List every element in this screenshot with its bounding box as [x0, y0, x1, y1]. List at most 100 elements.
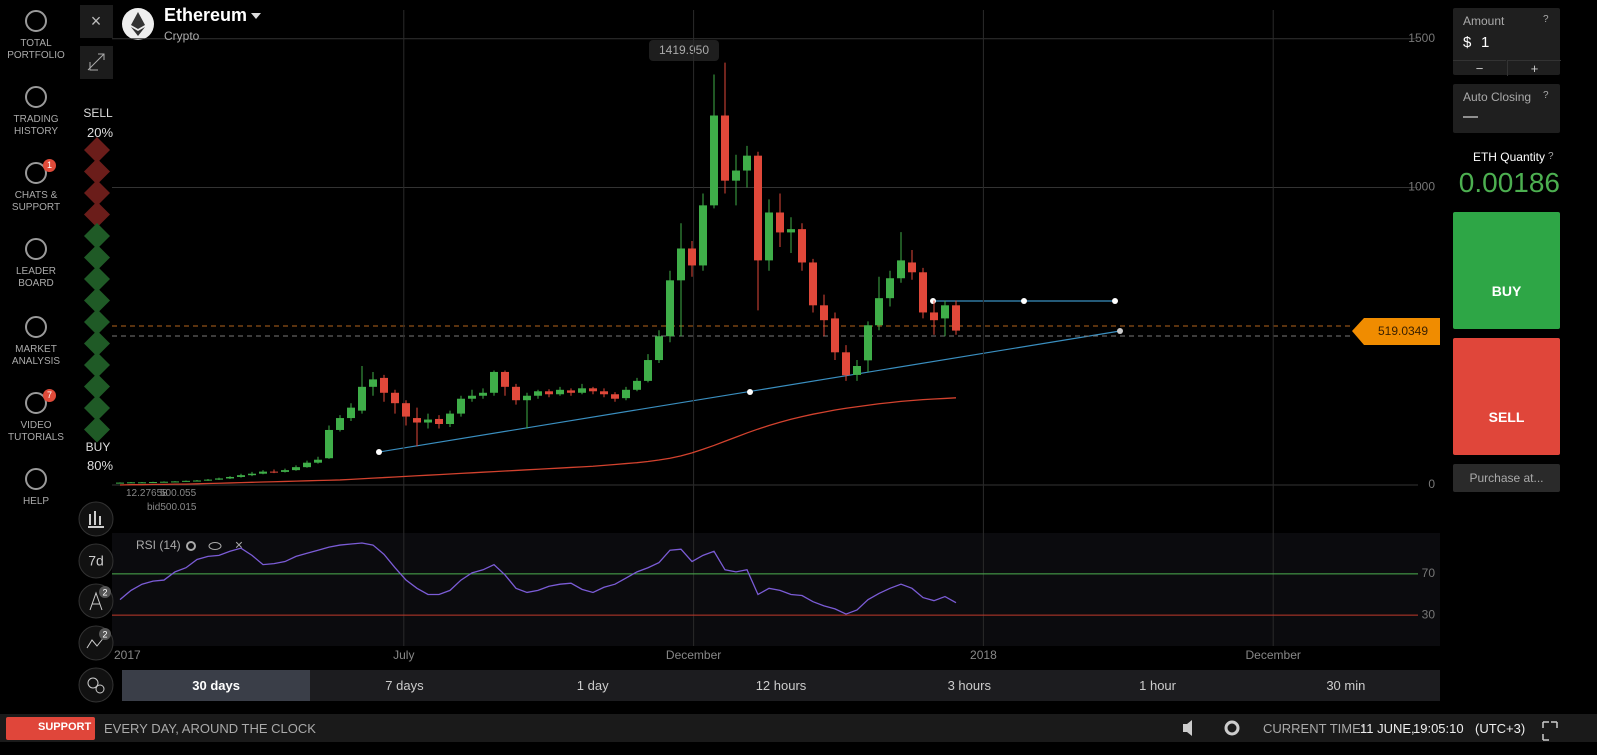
- buy-button[interactable]: BUY: [1453, 212, 1560, 329]
- sell-label: SELL: [1488, 409, 1525, 425]
- purchase-button[interactable]: Purchase at...: [1453, 464, 1560, 492]
- help-icon[interactable]: ?: [1543, 90, 1549, 101]
- time-label: CURRENT TIME:: [1263, 721, 1365, 736]
- candle-body: [534, 391, 542, 396]
- anchor-point[interactable]: [1112, 298, 1118, 304]
- drawing-icon: [89, 591, 103, 611]
- timeframe-tab[interactable]: 1 day: [576, 678, 609, 693]
- timeframe-tab[interactable]: 12 hours: [755, 678, 807, 693]
- timeframe-tab[interactable]: 30 min: [1326, 678, 1366, 693]
- candle-body: [182, 480, 190, 482]
- x-tick-label: July: [393, 648, 414, 662]
- sidebar-item[interactable]: TRADING HISTORY: [0, 84, 72, 154]
- candle-body: [270, 471, 278, 473]
- candle-body: [149, 482, 157, 484]
- anchor-point[interactable]: [376, 449, 382, 455]
- sidebar-item[interactable]: VIDEO TUTORIALS 7: [0, 389, 72, 460]
- chart-type-icon: [88, 511, 104, 528]
- fullscreen-icon[interactable]: [1542, 721, 1558, 741]
- indicator-icon: [86, 635, 106, 649]
- candle-body: [875, 298, 883, 326]
- candle-body: [512, 386, 520, 401]
- candle-body: [446, 413, 454, 425]
- candle-body: [842, 352, 850, 376]
- sidebar-label: TOTAL PORTFOLIO: [7, 38, 65, 61]
- sentiment-marker: [84, 201, 110, 228]
- candle-body: [908, 262, 916, 273]
- timeframe-tab[interactable]: 7 days: [385, 678, 424, 693]
- sell-button[interactable]: SELL: [1453, 338, 1560, 455]
- footer-bar: [0, 714, 1597, 742]
- sidebar-item[interactable]: LEADER BOARD: [0, 236, 72, 306]
- sidebar-item[interactable]: TOTAL PORTFOLIO: [0, 8, 72, 78]
- help-icon[interactable]: ?: [1548, 151, 1554, 162]
- period-button[interactable]: [78, 543, 114, 579]
- candle-body: [897, 260, 905, 279]
- sidebar-label: MARKET ANALYSIS: [11, 344, 61, 367]
- sidebar-label: VIDEO TUTORIALS: [8, 420, 64, 443]
- quote-bid: bid500.015: [147, 502, 197, 513]
- candle-body: [941, 305, 949, 319]
- amount-box[interactable]: Amount ? $ 1 − +: [1453, 8, 1561, 76]
- sentiment-marker: [84, 373, 110, 400]
- help-icon[interactable]: ?: [1543, 14, 1549, 25]
- max-label-box: [649, 40, 719, 61]
- candle-body: [688, 248, 696, 266]
- support-button[interactable]: [6, 717, 95, 740]
- anchor-point[interactable]: [930, 298, 936, 304]
- candle-body: [215, 478, 223, 480]
- candle-body: [655, 336, 663, 361]
- candle-body: [413, 418, 421, 423]
- candle-body: [919, 272, 927, 313]
- candle-body: [732, 170, 740, 181]
- candle-body: [787, 229, 795, 233]
- candle-body: [578, 388, 586, 393]
- candle-body: [545, 391, 553, 395]
- collapse-button[interactable]: [80, 46, 113, 79]
- settings-button[interactable]: [78, 667, 114, 703]
- anchor-point[interactable]: [747, 389, 753, 395]
- amount-minus[interactable]: −: [1453, 60, 1506, 76]
- sidebar-icon: [25, 86, 47, 108]
- candle-body: [391, 392, 399, 404]
- candle-body: [600, 391, 608, 395]
- sidebar-item[interactable]: CHATS & SUPPORT 1: [0, 159, 72, 230]
- anchor-point[interactable]: [1021, 298, 1027, 304]
- timeframe-tab[interactable]: 1 hour: [1139, 678, 1176, 693]
- candle-body: [699, 205, 707, 266]
- date: 11 JUNE,: [1360, 721, 1415, 736]
- asset-name[interactable]: Ethereum: [164, 5, 248, 25]
- sound-icon[interactable]: [1183, 720, 1192, 736]
- purchase-label: Purchase at...: [1469, 471, 1544, 485]
- time-zone: (UTC+3): [1475, 721, 1526, 736]
- candle-body: [457, 398, 465, 414]
- sentiment-marker: [84, 330, 110, 357]
- auto-closing-box[interactable]: Auto Closing ? —: [1453, 84, 1560, 133]
- sidebar-item[interactable]: MARKET ANALYSIS: [0, 314, 72, 384]
- close-button[interactable]: [80, 5, 113, 38]
- auto-closing-value: —: [1463, 108, 1478, 125]
- asset-dropdown[interactable]: [251, 13, 261, 19]
- timeframe-tab[interactable]: 30 days: [122, 670, 311, 701]
- candle-body: [160, 481, 168, 483]
- sell-share: 20%: [86, 125, 114, 140]
- sidebar-item[interactable]: HELP: [0, 466, 72, 536]
- amount-plus[interactable]: +: [1507, 60, 1561, 76]
- y-tick-label: 1500: [1408, 31, 1435, 45]
- anchor-point[interactable]: [1117, 328, 1123, 334]
- timeframe-tab[interactable]: 3 hours: [947, 678, 991, 693]
- settings-icon[interactable]: [1224, 720, 1240, 736]
- candle-body: [677, 248, 685, 281]
- rsi-remove[interactable]: ×: [235, 537, 243, 553]
- sentiment-marker: [84, 395, 110, 421]
- rsi-line: [119, 542, 957, 615]
- y-tick-label: 0: [1428, 477, 1435, 491]
- sidebar-icon: [25, 162, 47, 184]
- candle-body: [820, 305, 828, 321]
- candle-body: [809, 262, 817, 306]
- rsi-settings[interactable]: [186, 541, 196, 551]
- amount-value[interactable]: 1: [1481, 34, 1490, 51]
- rsi-visibility[interactable]: [208, 542, 222, 550]
- sentiment-marker: [84, 180, 110, 206]
